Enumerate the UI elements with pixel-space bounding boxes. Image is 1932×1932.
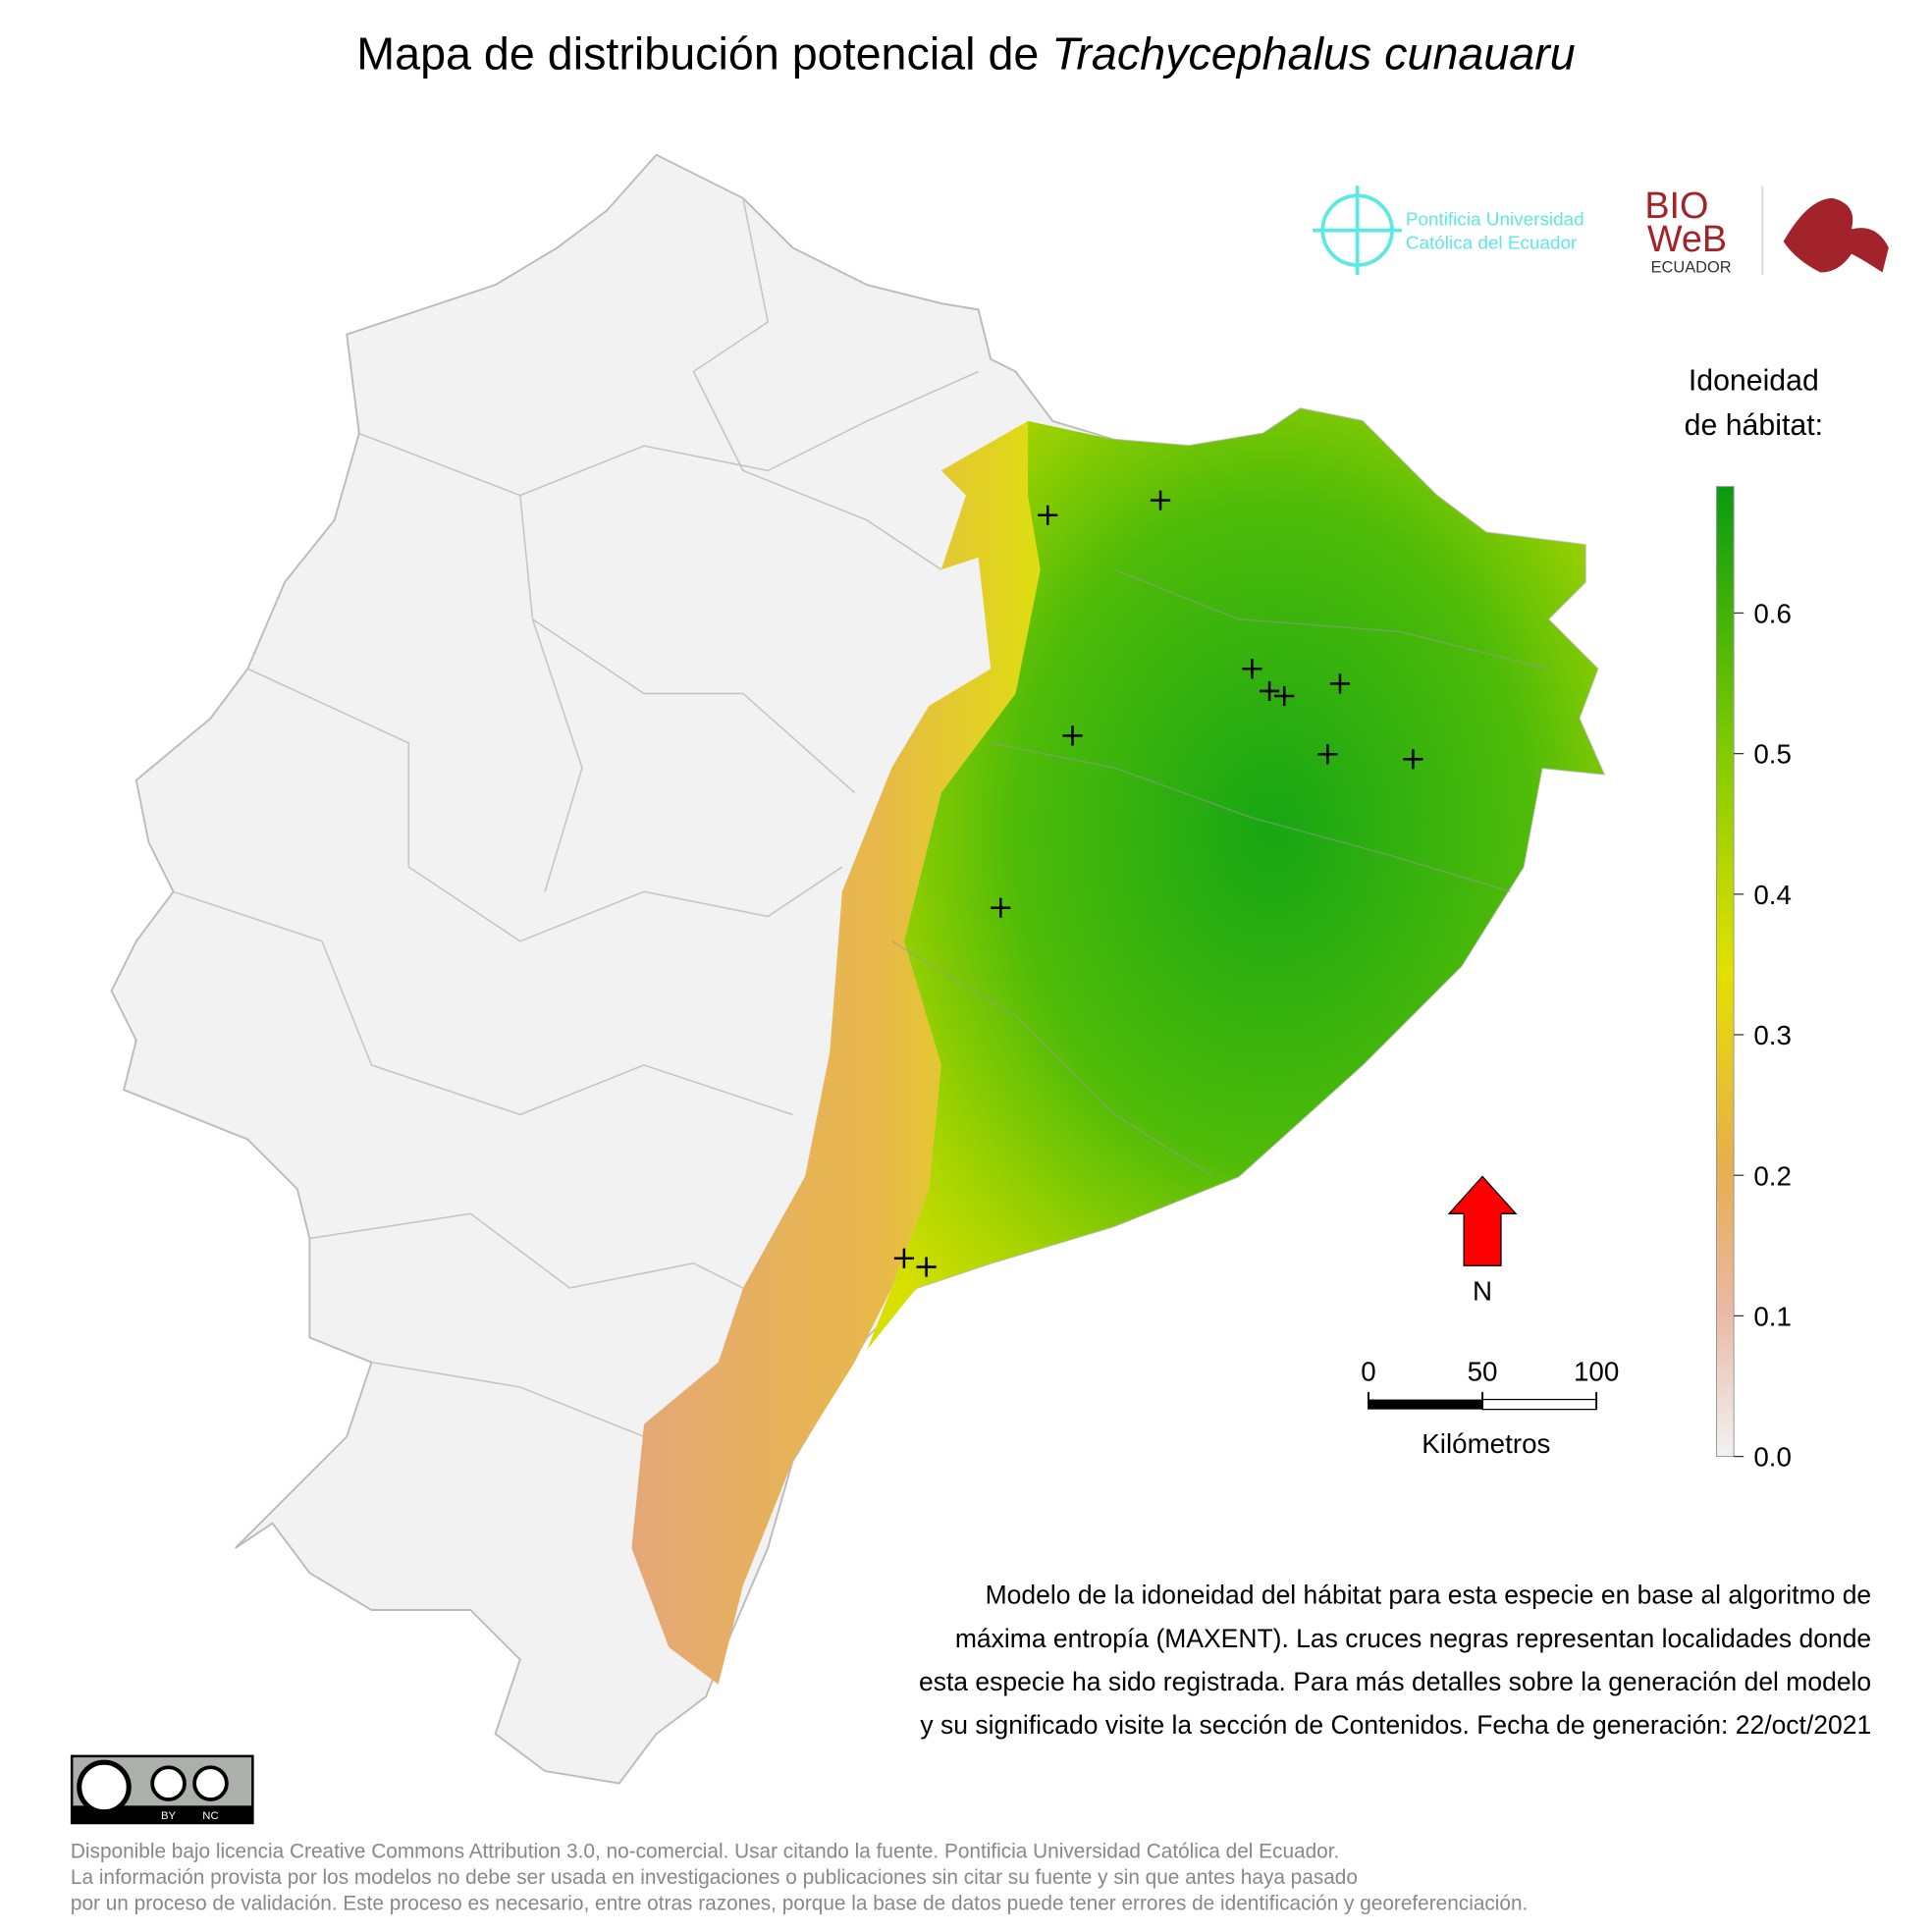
north-arrow (1447, 1175, 1518, 1266)
occurrence-cross (1150, 490, 1171, 510)
province-borders (173, 197, 979, 1463)
description-line: Modelo de la idoneidad del hábitat para … (986, 1581, 1872, 1610)
occurrence-cross (1274, 685, 1295, 707)
occurrence-records (893, 490, 1423, 1277)
colorbar-tick-label: 0.4 (1753, 880, 1792, 910)
title: Mapa de distribución potencial de Trachy… (356, 28, 1576, 80)
north-label: N (1473, 1276, 1492, 1307)
colorbar (1715, 486, 1735, 1458)
occurrence-cross (1259, 680, 1280, 702)
puce-name: Pontificia Universidad (1406, 210, 1584, 231)
colorbar-tick-label: 0.2 (1753, 1160, 1792, 1191)
scale-segment (1481, 1398, 1597, 1411)
scale-unit: Kilómetros (1422, 1428, 1550, 1459)
colorbar-ticks: 0.0 0.1 0.2 0.3 0.4 0.5 0.6 (1734, 599, 1792, 1473)
colorbar-tick-label: 0.6 (1753, 599, 1792, 629)
occurrence-cross (893, 1248, 915, 1268)
description-line: máxima entropía (MAXENT). Las cruces neg… (955, 1624, 1871, 1653)
description-line: y su significado visite la sección de Co… (920, 1710, 1871, 1740)
rivers (890, 568, 1549, 1177)
bioweb-logo: ECUADOR (1651, 259, 1732, 277)
frog-icon (1783, 197, 1889, 273)
scale-segment (1368, 1399, 1483, 1410)
colorbar-tick-label: 0.5 (1753, 739, 1792, 770)
puce-name: Católica del Ecuador (1406, 234, 1577, 254)
occurrence-cross (1317, 744, 1338, 765)
description-line: esta especie ha sido registrada. Para má… (919, 1667, 1871, 1696)
footer: Disponible bajo licencia Creative Common… (71, 1840, 1528, 1914)
footer-line: Disponible bajo licencia Creative Common… (71, 1840, 1339, 1862)
cc-nc: NC (202, 1810, 218, 1822)
title-text: Mapa de distribución potencial de (356, 28, 1051, 80)
cc-by: BY (161, 1810, 177, 1822)
title-species: Trachycephalus cunauaru (1051, 28, 1575, 80)
scale-tick-label: 0 (1361, 1357, 1375, 1387)
description: Modelo de la idoneidad del hábitat para … (919, 1581, 1871, 1740)
occurrence-cross (1329, 673, 1351, 694)
colorbar-tick-label: 0.3 (1753, 1020, 1792, 1050)
colorbar-tick-label: 0.1 (1753, 1301, 1792, 1331)
bioweb-logo: WeB (1647, 219, 1727, 260)
habitat-west (631, 420, 1041, 1685)
occurrence-cross (1403, 749, 1423, 770)
occurrence-cross (916, 1257, 937, 1277)
scale-tick-label: 100 (1574, 1357, 1619, 1387)
occurrence-cross (991, 897, 1011, 918)
cc-badge: BY NC (70, 1754, 254, 1825)
footer-line: La información provista por los modelos … (71, 1866, 1358, 1889)
scale-tick-label: 50 (1468, 1357, 1498, 1387)
footer-line: por un proceso de validación. Este proce… (71, 1892, 1528, 1914)
puce-logo (1313, 186, 1403, 276)
occurrence-cross (1038, 505, 1058, 525)
habitat-east (867, 408, 1604, 1351)
bioweb-logo: BIO (1644, 186, 1708, 227)
occurrence-cross (1062, 725, 1083, 746)
scale-bar: 0 50 100 (1361, 1357, 1619, 1411)
legend-title: Idoneidad (1689, 364, 1819, 397)
legend-title: de hábitat: (1685, 409, 1823, 442)
colorbar-tick-label: 0.0 (1753, 1442, 1792, 1473)
occurrence-cross (1242, 659, 1262, 679)
